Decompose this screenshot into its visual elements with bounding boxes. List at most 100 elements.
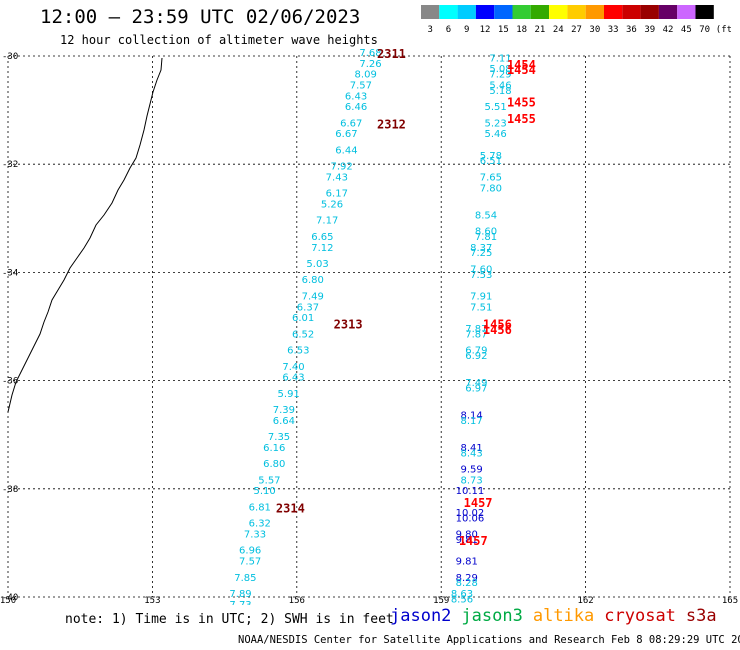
- wave-height-label: 6.64: [273, 416, 295, 427]
- colorbar-label: 3: [427, 25, 432, 35]
- wave-height-label: 7.35: [268, 432, 290, 443]
- legend-cryosat: cryosat: [604, 606, 676, 626]
- wave-height-label: 7.29: [489, 70, 511, 81]
- wave-height-label: 9.81: [456, 557, 478, 568]
- wave-height-label: 7.73: [229, 600, 251, 605]
- wave-height-label: 6.01: [292, 313, 314, 324]
- wave-height-label: 7.85: [234, 573, 256, 584]
- wave-height-label: 6.80: [302, 275, 324, 286]
- legend-altika: altika: [532, 606, 595, 626]
- wave-height-label: 7.89: [229, 589, 251, 600]
- wave-height-label: 7.17: [316, 216, 338, 227]
- wave-height-label: 9.80: [456, 529, 478, 540]
- wave-height-label: 6.37: [297, 302, 319, 313]
- colorbar-swatch: [622, 5, 641, 19]
- wave-height-label: 8.73: [460, 475, 482, 486]
- wave-height-label: 8.63: [451, 589, 473, 600]
- colorbar-swatch: [421, 5, 440, 19]
- wave-height-label: 7.49: [465, 378, 487, 389]
- legend-jason2: jason2: [390, 606, 452, 626]
- wave-height-label: 7.80: [480, 183, 502, 194]
- lon-tick-label: 162: [577, 596, 593, 605]
- colorbar-swatch: [494, 5, 513, 19]
- wave-height-label: 6.46: [345, 102, 367, 113]
- track-time-label: 1457: [464, 496, 493, 510]
- track-time-label: 1456: [483, 323, 512, 337]
- wave-height-label: 7.11: [489, 53, 511, 64]
- colorbar-label: 18: [516, 25, 527, 35]
- colorbar-swatch: [640, 5, 659, 19]
- colorbar-label: 39: [644, 25, 655, 35]
- wave-height-label: 5.46: [489, 80, 511, 91]
- wave-height-label: 7.25: [470, 248, 492, 259]
- track-time-label: 2313: [334, 318, 363, 332]
- wave-height-label: 7.33: [244, 529, 266, 540]
- wave-height-label: 6.16: [263, 443, 285, 454]
- lon-tick-label: 159: [433, 596, 449, 605]
- lat-tick-label: -34: [2, 268, 18, 278]
- track-time-label: 1455: [507, 96, 536, 110]
- wave-height-label: 6.51: [480, 156, 502, 167]
- track-time-label: 2311: [377, 47, 406, 61]
- colorbar-swatch: [530, 5, 550, 19]
- page-subtitle: 12 hour collection of altimeter wave hei…: [60, 33, 378, 47]
- wave-height-label: 8.28: [456, 578, 478, 589]
- colorbar-swatch: [677, 5, 696, 19]
- wave-height-label: 6.32: [249, 519, 271, 530]
- lon-tick-label: 165: [722, 596, 738, 605]
- wave-height-label: 6.43: [282, 373, 304, 384]
- lat-tick-label: -32: [2, 160, 18, 170]
- wave-height-label: 7.65: [480, 172, 502, 183]
- track-time-label: 1456: [483, 318, 512, 332]
- lon-tick-label: 156: [289, 596, 305, 605]
- wave-height-label: 8.41: [460, 443, 482, 454]
- wave-height-label: 5.23: [485, 118, 507, 129]
- wave-height-label: 10.06: [456, 513, 485, 524]
- legend-s3a: s3a: [685, 606, 717, 626]
- colorbar-label: 6: [446, 25, 451, 35]
- colorbar-label: 33: [608, 25, 619, 35]
- colorbar-label: 27: [571, 25, 582, 35]
- colorbar-label: 12: [480, 25, 491, 35]
- track-time-label: 1457: [459, 534, 488, 548]
- wave-height-label: 7.40: [282, 362, 304, 373]
- wave-height-label: 7.60: [470, 264, 492, 275]
- colorbar-label: 24: [553, 25, 564, 35]
- wave-height-label: 10.02: [456, 508, 485, 519]
- wave-height-label: 5.26: [321, 199, 343, 210]
- colorbar-label: 30: [589, 25, 600, 35]
- wave-height-label: 9.81: [456, 535, 478, 546]
- colorbar-swatch: [658, 5, 678, 19]
- wave-height-label: 6.17: [326, 189, 348, 200]
- footer-note: note: 1) Time is in UTC; 2) SWH is in fe…: [65, 612, 394, 627]
- colorbar-swatch: [549, 5, 568, 19]
- page-title: 12:00 – 23:59 UTC 02/06/2023: [40, 6, 361, 28]
- track-time-label: 1455: [507, 112, 536, 126]
- wave-height-label: 6.67: [335, 129, 357, 140]
- colorbar-swatch: [512, 5, 531, 19]
- wave-height-label: 5.18: [489, 86, 511, 97]
- wave-height-label: 8.60: [475, 227, 497, 238]
- colorbar-swatch: [457, 5, 476, 19]
- colorbar-swatch: [585, 5, 604, 19]
- wave-height-label: 7.81: [475, 232, 497, 243]
- wave-height-label: 8.17: [460, 416, 482, 427]
- colorbar-label: 15: [498, 25, 509, 35]
- legend-jason3: jason3: [461, 606, 523, 626]
- wave-height-label: 7.39: [273, 405, 295, 416]
- colorbar-swatch: [567, 5, 586, 19]
- wave-height-label: 6.79: [465, 346, 487, 357]
- colorbar-label: 36: [626, 25, 637, 35]
- wave-height-label: 7.57: [239, 557, 261, 568]
- track-time-label: 2314: [276, 501, 305, 515]
- wave-height-label: 8.14: [460, 410, 482, 421]
- colorbar-label: 45: [681, 25, 692, 35]
- wave-height-label: 8.56: [451, 594, 473, 605]
- wave-height-label: 6.67: [340, 118, 362, 129]
- wave-height-label: 10.11: [456, 486, 485, 497]
- wave-height-label: 7.87: [465, 329, 487, 340]
- colorbar-swatch: [604, 5, 623, 19]
- wave-height-label: 7.49: [302, 291, 324, 302]
